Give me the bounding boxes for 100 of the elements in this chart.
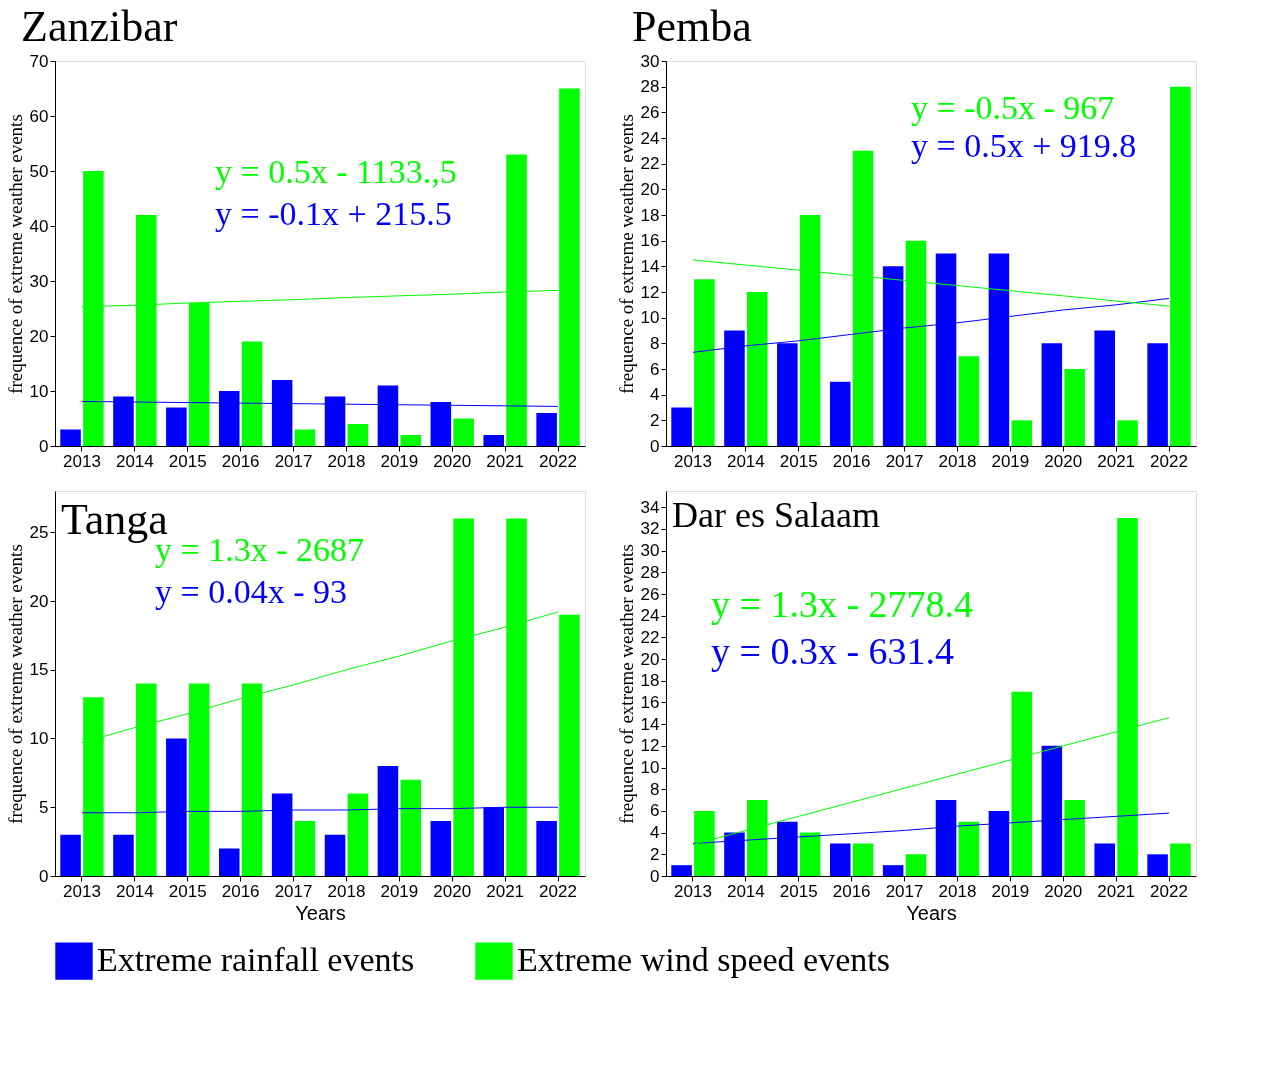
bar xyxy=(347,424,369,446)
bar xyxy=(1094,330,1115,446)
bar xyxy=(347,793,369,876)
y-tick-label: 40 xyxy=(29,216,49,236)
annotation: y = -0.1x + 215.5 xyxy=(215,195,452,232)
y-tick-label: 14 xyxy=(640,714,660,734)
x-tick-label: 2019 xyxy=(380,451,419,471)
bar xyxy=(294,821,316,876)
x-tick-label: 2017 xyxy=(274,881,313,901)
x-tick-label: 2022 xyxy=(539,881,577,901)
annotation: y = 1.3x - 2778.4 xyxy=(711,583,974,625)
x-tick-label: 2017 xyxy=(885,451,924,471)
x-tick-label: 2022 xyxy=(1150,881,1188,901)
x-tick-label: 2018 xyxy=(327,881,366,901)
bar xyxy=(559,614,580,876)
chart-title: Pemba xyxy=(632,2,752,51)
y-tick-label: 0 xyxy=(650,436,660,456)
y-tick-label: 10 xyxy=(640,308,660,328)
y-tick-label: 26 xyxy=(640,102,660,122)
y-tick-label: 60 xyxy=(29,106,49,126)
bar xyxy=(400,779,422,876)
x-tick-label: 2021 xyxy=(486,451,525,471)
y-tick-label: 0 xyxy=(650,866,660,886)
y-tick-label: 30 xyxy=(640,51,660,71)
x-tick-label: 2014 xyxy=(115,881,154,901)
bar xyxy=(113,834,134,876)
x-axis-title: Years xyxy=(295,901,346,924)
bar xyxy=(905,854,927,876)
y-tick-label: 10 xyxy=(29,729,49,748)
y-tick-label: 6 xyxy=(650,359,660,379)
y-tick-label: 8 xyxy=(650,333,660,353)
y-tick-label: 10 xyxy=(29,381,49,401)
y-tick-label: 4 xyxy=(650,385,660,405)
x-tick-label: 2020 xyxy=(1044,451,1083,471)
annotation: y = 0.5x - 1133.,5 xyxy=(215,153,457,190)
y-tick-label: 20 xyxy=(640,649,660,669)
bar xyxy=(1011,420,1033,446)
y-tick-label: 18 xyxy=(640,671,660,691)
y-tick-label: 20 xyxy=(29,591,49,611)
y-tick-label: 20 xyxy=(29,326,49,346)
bar xyxy=(829,843,851,876)
bar xyxy=(1064,369,1085,446)
annotation: y = 0.5x + 919.8 xyxy=(911,127,1137,164)
x-tick-label: 2013 xyxy=(674,881,712,901)
bar xyxy=(483,435,504,446)
x-tick-label: 2016 xyxy=(221,881,260,901)
x-tick-label: 2019 xyxy=(991,881,1030,901)
x-tick-label: 2014 xyxy=(115,451,154,471)
x-tick-label: 2018 xyxy=(327,451,366,471)
y-tick-label: 15 xyxy=(29,660,49,680)
y-tick-label: 25 xyxy=(29,522,49,542)
y-tick-label: 6 xyxy=(650,801,660,821)
y-axis-title: frequence of extreme weather events xyxy=(615,114,637,394)
x-tick-label: 2016 xyxy=(221,451,260,471)
legend-label: Extreme wind speed events xyxy=(517,941,890,979)
y-tick-label: 0 xyxy=(39,436,49,456)
y-tick-label: 12 xyxy=(640,282,660,302)
bar xyxy=(747,292,768,446)
bar xyxy=(536,821,557,876)
bar xyxy=(430,821,452,876)
bar xyxy=(400,435,422,446)
x-tick-label: 2019 xyxy=(991,451,1030,471)
x-tick-label: 2018 xyxy=(938,451,977,471)
y-tick-label: 28 xyxy=(640,562,660,582)
x-tick-label: 2021 xyxy=(1097,451,1136,471)
x-tick-label: 2014 xyxy=(726,881,765,901)
y-tick-label: 24 xyxy=(640,128,660,148)
x-tick-label: 2019 xyxy=(380,881,419,901)
x-tick-label: 2013 xyxy=(674,451,712,471)
y-tick-label: 20 xyxy=(640,179,660,199)
y-tick-label: 16 xyxy=(640,692,660,712)
bar xyxy=(958,821,980,876)
bar xyxy=(1041,343,1063,446)
bar xyxy=(536,413,557,446)
y-tick-label: 50 xyxy=(29,161,49,181)
y-tick-label: 2 xyxy=(650,844,660,864)
x-tick-label: 2016 xyxy=(832,451,871,471)
x-tick-label: 2014 xyxy=(726,451,765,471)
y-tick-label: 70 xyxy=(29,51,49,71)
bar xyxy=(218,848,240,876)
bar xyxy=(294,429,316,446)
y-tick-label: 22 xyxy=(640,627,660,647)
bar xyxy=(671,865,692,876)
bar xyxy=(1170,843,1191,876)
x-tick-label: 2017 xyxy=(885,881,924,901)
bar xyxy=(1117,420,1138,446)
x-tick-label: 2021 xyxy=(486,881,525,901)
y-tick-label: 16 xyxy=(640,231,660,251)
y-tick-label: 24 xyxy=(640,606,660,626)
bar xyxy=(882,865,904,876)
annotation: y = 0.04x - 93 xyxy=(155,573,347,610)
bar xyxy=(671,407,692,446)
x-tick-label: 2022 xyxy=(539,451,577,471)
annotation: y = 0.3x - 631.4 xyxy=(711,630,955,672)
y-tick-label: 18 xyxy=(640,205,660,225)
bar xyxy=(60,429,81,446)
y-tick-label: 12 xyxy=(640,736,660,756)
y-tick-label: 2 xyxy=(650,410,660,430)
x-tick-label: 2013 xyxy=(63,881,101,901)
x-tick-label: 2015 xyxy=(168,881,207,901)
